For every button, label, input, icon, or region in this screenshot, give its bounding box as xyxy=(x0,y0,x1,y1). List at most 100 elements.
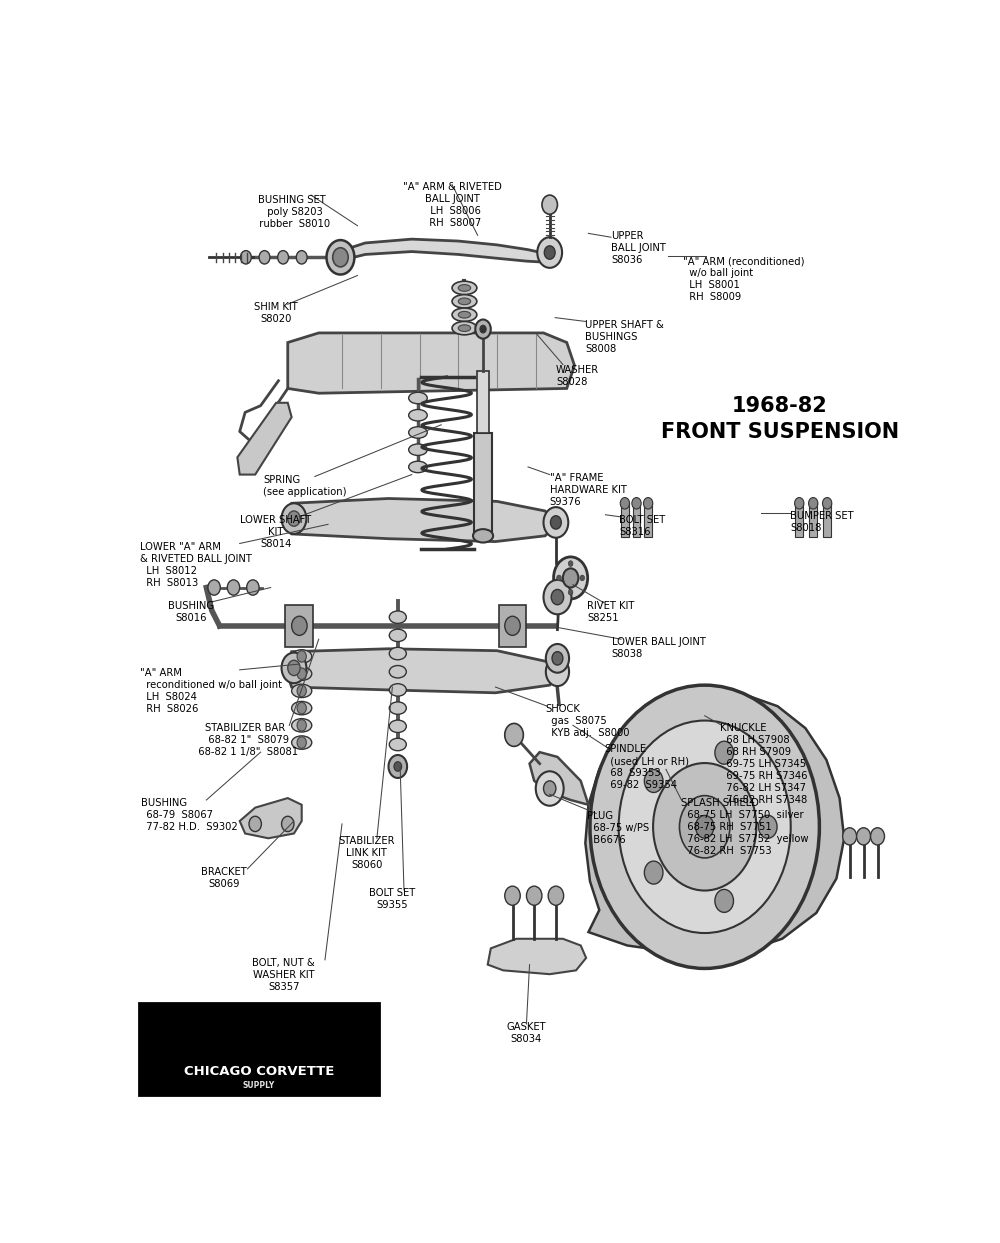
Polygon shape xyxy=(530,752,588,804)
Ellipse shape xyxy=(389,648,406,660)
Text: STABILIZER BAR
  68-82 1"  S8079
  68-82 1 1/8"  S8081: STABILIZER BAR 68-82 1" S8079 68-82 1 1/… xyxy=(192,723,298,757)
Ellipse shape xyxy=(473,530,493,542)
Circle shape xyxy=(544,781,556,797)
Circle shape xyxy=(278,251,289,264)
Circle shape xyxy=(227,579,240,595)
Text: UPPER SHAFT &
BUSHINGS
S8008: UPPER SHAFT & BUSHINGS S8008 xyxy=(585,319,664,353)
Circle shape xyxy=(551,589,564,605)
Circle shape xyxy=(394,762,402,771)
Circle shape xyxy=(758,815,777,838)
Circle shape xyxy=(548,886,564,905)
Text: LOWER SHAFT
KIT
S8014: LOWER SHAFT KIT S8014 xyxy=(240,515,312,548)
Circle shape xyxy=(208,579,220,595)
Polygon shape xyxy=(288,649,561,692)
Circle shape xyxy=(552,651,563,665)
Ellipse shape xyxy=(389,684,406,696)
Text: SHOCK
  gas  S8075
  KYB adj.  S8000: SHOCK gas S8075 KYB adj. S8000 xyxy=(545,705,630,738)
Circle shape xyxy=(620,497,630,510)
Circle shape xyxy=(619,721,791,933)
Circle shape xyxy=(297,702,306,713)
Text: LOWER BALL JOINT
S8038: LOWER BALL JOINT S8038 xyxy=(612,638,706,659)
Ellipse shape xyxy=(389,738,406,751)
Text: BRACKET
S8069: BRACKET S8069 xyxy=(201,868,247,889)
Text: "A" ARM & RIVETED
BALL JOINT
  LH  S8006
  RH  S8007: "A" ARM & RIVETED BALL JOINT LH S8006 RH… xyxy=(403,181,501,227)
Circle shape xyxy=(480,326,486,333)
Circle shape xyxy=(282,653,306,684)
Ellipse shape xyxy=(292,667,312,680)
Ellipse shape xyxy=(409,461,427,472)
Ellipse shape xyxy=(452,295,477,308)
Circle shape xyxy=(696,815,714,838)
Ellipse shape xyxy=(452,322,477,334)
Circle shape xyxy=(557,576,561,580)
Circle shape xyxy=(282,817,294,832)
Text: WASHER
S8028: WASHER S8028 xyxy=(556,364,599,387)
Ellipse shape xyxy=(409,444,427,455)
Ellipse shape xyxy=(292,684,312,697)
Text: GASKET
S8034: GASKET S8034 xyxy=(507,1022,546,1044)
Ellipse shape xyxy=(409,393,427,404)
Circle shape xyxy=(288,660,300,676)
Bar xyxy=(474,434,492,534)
Text: "A" ARM (reconditioned)
  w/o ball joint
  LH  S8001
  RH  S8009: "A" ARM (reconditioned) w/o ball joint L… xyxy=(683,256,804,302)
Circle shape xyxy=(297,650,306,663)
Bar xyxy=(633,503,640,537)
Circle shape xyxy=(822,497,832,510)
Circle shape xyxy=(297,720,306,731)
Polygon shape xyxy=(288,498,557,542)
Text: SPINDLE
  (used LH or RH)
  68  S9353
  69-82  S9354: SPINDLE (used LH or RH) 68 S9353 69-82 S… xyxy=(604,745,689,791)
Polygon shape xyxy=(499,605,526,646)
Polygon shape xyxy=(237,403,292,475)
Ellipse shape xyxy=(389,702,406,715)
Circle shape xyxy=(715,741,733,764)
Polygon shape xyxy=(336,239,550,262)
Bar xyxy=(477,372,489,434)
Circle shape xyxy=(546,644,569,672)
Polygon shape xyxy=(288,333,574,393)
Text: BUMPER SET
S8018: BUMPER SET S8018 xyxy=(790,511,854,533)
Circle shape xyxy=(505,617,520,635)
Polygon shape xyxy=(285,605,313,646)
Circle shape xyxy=(296,251,307,264)
Circle shape xyxy=(580,576,585,580)
FancyBboxPatch shape xyxy=(139,1003,379,1095)
Circle shape xyxy=(247,579,259,595)
Circle shape xyxy=(544,507,568,538)
Circle shape xyxy=(537,237,562,267)
Bar xyxy=(809,503,817,537)
Circle shape xyxy=(544,246,555,260)
Ellipse shape xyxy=(292,650,312,663)
Circle shape xyxy=(715,890,733,912)
Text: "A" ARM
  reconditioned w/o ball joint
  LH  S8024
  RH  S8026: "A" ARM reconditioned w/o ball joint LH … xyxy=(140,667,283,713)
Ellipse shape xyxy=(458,324,471,332)
Ellipse shape xyxy=(292,736,312,750)
Circle shape xyxy=(505,723,523,746)
Ellipse shape xyxy=(389,612,406,624)
Circle shape xyxy=(240,251,251,264)
Text: LOWER "A" ARM
& RIVETED BALL JOINT
  LH  S8012
  RH  S8013: LOWER "A" ARM & RIVETED BALL JOINT LH S8… xyxy=(140,542,252,588)
Text: 1968-82
FRONT SUSPENSION: 1968-82 FRONT SUSPENSION xyxy=(661,395,899,443)
Ellipse shape xyxy=(458,312,471,318)
Polygon shape xyxy=(139,1004,379,1060)
Circle shape xyxy=(505,886,520,905)
Circle shape xyxy=(388,755,407,778)
Polygon shape xyxy=(488,938,586,975)
Polygon shape xyxy=(240,798,302,838)
Circle shape xyxy=(563,568,578,588)
Circle shape xyxy=(843,828,857,845)
Ellipse shape xyxy=(452,281,477,295)
Circle shape xyxy=(554,557,588,599)
Text: "A" FRAME
HARDWARE KIT
S9376: "A" FRAME HARDWARE KIT S9376 xyxy=(550,472,627,507)
Circle shape xyxy=(282,503,306,534)
Text: SUPPLY: SUPPLY xyxy=(243,1081,275,1090)
Circle shape xyxy=(871,828,885,845)
Circle shape xyxy=(475,319,491,338)
Text: PLUG
  68-75 w/PS
  B6676: PLUG 68-75 w/PS B6676 xyxy=(587,812,649,845)
Text: CHICAGO CORVETTE: CHICAGO CORVETTE xyxy=(184,1065,334,1079)
Text: SPRING
(see application): SPRING (see application) xyxy=(263,475,346,496)
Text: BUSHING
  68-79  S8067
  77-82 H.D.  S9302: BUSHING 68-79 S8067 77-82 H.D. S9302 xyxy=(140,798,238,832)
Ellipse shape xyxy=(389,629,406,641)
Ellipse shape xyxy=(458,285,471,291)
Circle shape xyxy=(297,685,306,696)
Circle shape xyxy=(568,561,573,567)
